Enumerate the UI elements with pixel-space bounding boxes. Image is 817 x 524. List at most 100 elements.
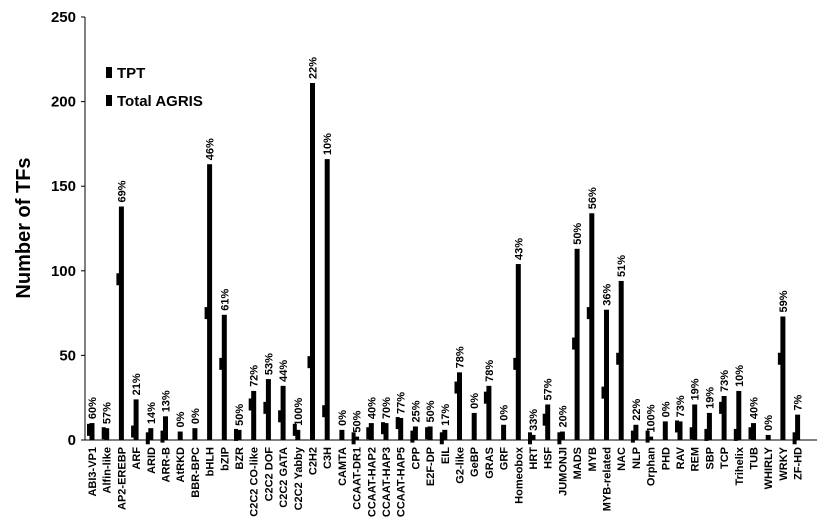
bar-total-agris: [383, 423, 389, 440]
percent-label: 0%: [469, 393, 481, 409]
bar-total-agris: [515, 264, 521, 440]
bar-tpt: [307, 356, 312, 369]
bar-tpt: [351, 432, 356, 445]
percent-label: 50%: [572, 223, 584, 245]
bar-total-agris: [648, 436, 654, 440]
category-label: ZF-HD: [793, 447, 805, 480]
bar-tpt: [160, 430, 165, 443]
legend: TPT Total AGRIS: [106, 65, 203, 110]
category-label: TUB: [749, 447, 761, 470]
percent-label: 0%: [175, 411, 187, 427]
category-label: WRKY: [778, 446, 790, 480]
percent-label: 25%: [410, 400, 422, 422]
bar-total-agris: [339, 429, 345, 440]
category-label: C2C2 DOF: [263, 447, 275, 502]
y-tick-label: 0: [68, 432, 76, 449]
category-label: CCAAT-HAP3: [381, 447, 393, 517]
category-label: WHIRLY: [763, 446, 775, 489]
bar-tpt: [586, 307, 591, 320]
bar-tpt: [719, 401, 724, 414]
percent-label: 40%: [366, 397, 378, 419]
category-label: HSF: [543, 447, 555, 469]
percent-label: 78%: [484, 360, 496, 382]
bar-total-agris: [677, 421, 683, 440]
percent-label: 40%: [749, 397, 761, 419]
percent-label: 14%: [146, 402, 158, 424]
y-tick-label: 250: [51, 9, 76, 26]
bar-total-agris: [604, 309, 609, 440]
category-label: Orphan: [646, 447, 658, 486]
category-label: CCAAT-HAP5: [396, 447, 408, 517]
percent-label: 51%: [616, 255, 628, 277]
category-label: CCAAT-HAP2: [366, 447, 378, 517]
percent-label: 44%: [278, 360, 290, 382]
bar-tpt: [204, 307, 209, 320]
percent-label: 33%: [528, 409, 540, 431]
bar-tpt: [131, 425, 136, 438]
category-label: Trihelix: [734, 446, 746, 485]
category-label: G2-like: [455, 447, 467, 484]
bar-tpt: [322, 405, 327, 418]
bar-total-agris: [354, 436, 360, 440]
bar-total-agris: [471, 412, 477, 440]
bar-tpt: [704, 428, 709, 441]
bar-total-agris: [177, 431, 183, 440]
bar-total-agris: [207, 164, 213, 441]
y-tick-label: 100: [51, 263, 76, 280]
percent-label: 13%: [161, 390, 173, 412]
bar-total-agris: [486, 385, 492, 440]
percent-label: 60%: [87, 397, 99, 419]
legend-swatch-total: [106, 95, 112, 106]
category-label: C2C2 GATA: [278, 447, 290, 508]
bar-total-agris: [736, 390, 742, 440]
bar-total-agris: [795, 414, 801, 440]
category-label: AP2-EREBP: [116, 447, 128, 510]
bar-tpt: [219, 357, 224, 370]
bar-tpt: [410, 430, 415, 443]
category-label: NAC: [616, 447, 628, 471]
bar-total-agris: [265, 379, 271, 440]
category-label: ARID: [146, 447, 158, 474]
percent-label: 0%: [337, 410, 349, 426]
bar-tpt: [234, 428, 238, 441]
bar-total-agris: [721, 396, 727, 440]
category-label: BZR: [234, 447, 246, 470]
bar-total-agris: [457, 372, 462, 440]
category-label: C2C2 Yabby: [293, 446, 305, 510]
category-label: CCAAT-DR1: [352, 447, 364, 510]
bar-tpt: [542, 413, 547, 426]
category-label: JUMONJI: [557, 447, 569, 496]
legend-label-total: Total AGRIS: [117, 93, 203, 110]
percent-label: 57%: [102, 402, 114, 424]
bar-tpt: [528, 432, 532, 445]
category-label: GRF: [499, 447, 511, 471]
category-label: MADS: [572, 447, 584, 479]
bar-total-agris: [751, 423, 756, 440]
category-label: Alfin-like: [102, 447, 114, 493]
bar-total-agris: [163, 416, 168, 440]
bar-tpt: [366, 427, 371, 440]
percent-label: 22%: [308, 57, 320, 79]
y-axis-label: Number of TFs: [13, 157, 35, 298]
bar-total-agris: [574, 248, 580, 440]
bar-tpt: [101, 427, 106, 440]
category-label: GeBP: [469, 447, 481, 477]
bar-total-agris: [104, 428, 110, 440]
category-label: EIL: [440, 447, 452, 464]
bar-total-agris: [706, 412, 712, 440]
category-label: MYB: [587, 447, 599, 472]
category-label: NLP: [631, 447, 643, 469]
percent-label: 73%: [719, 370, 731, 392]
bar-total-agris: [368, 423, 374, 440]
bar-tpt: [263, 401, 268, 414]
bar-tpt: [292, 423, 297, 436]
percent-label: 69%: [116, 180, 128, 202]
percent-label: 36%: [602, 283, 614, 305]
bar-total-agris: [501, 424, 507, 440]
bar-total-agris: [780, 316, 786, 440]
bar-tpt: [381, 422, 385, 435]
bar-tpt: [777, 352, 782, 365]
percent-label: 100%: [646, 404, 658, 432]
legend-label-tpt: TPT: [117, 65, 145, 82]
percent-label: 10%: [734, 365, 746, 387]
